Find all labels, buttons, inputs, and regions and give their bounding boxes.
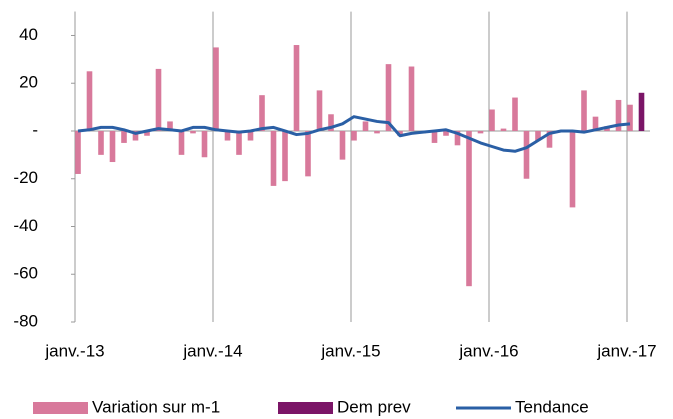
bar — [201, 130, 208, 158]
legend-swatch — [33, 402, 88, 414]
y-tick-label: -80 — [13, 311, 38, 330]
bar — [374, 130, 380, 134]
bar — [535, 130, 541, 141]
bar — [569, 130, 576, 208]
x-tick-label: janv.-17 — [596, 341, 656, 360]
bar — [224, 130, 231, 141]
bar — [270, 130, 277, 186]
bar — [638, 92, 645, 131]
bar — [132, 130, 139, 141]
bar — [109, 130, 116, 163]
y-tick-label: -20 — [13, 168, 38, 187]
legend-label: Tendance — [515, 397, 589, 416]
y-tick-label: -60 — [13, 264, 38, 283]
bar — [466, 130, 472, 287]
legend-swatch — [278, 402, 333, 414]
x-tick-label: janv.-15 — [320, 341, 380, 360]
bar — [362, 121, 369, 131]
legend-label: Variation sur m-1 — [92, 397, 220, 416]
x-tick-label: janv.-13 — [44, 341, 104, 360]
y-tick-label: 40 — [19, 25, 38, 44]
bar — [247, 130, 254, 141]
bar — [431, 130, 438, 143]
bar — [339, 130, 346, 160]
bar — [512, 97, 518, 131]
bar — [190, 130, 196, 134]
bar — [213, 47, 219, 131]
bar — [408, 66, 415, 131]
bar — [385, 64, 392, 131]
bar — [546, 130, 553, 148]
y-tick-label: - — [32, 120, 38, 139]
bar — [121, 130, 127, 143]
x-tick-label: janv.-16 — [458, 341, 518, 360]
bar — [489, 109, 495, 131]
bar — [86, 71, 93, 131]
bar — [167, 121, 173, 131]
bar — [316, 90, 323, 131]
bar — [454, 130, 461, 146]
legend-label: Dem prev — [337, 397, 411, 416]
trend-line — [77, 115, 631, 153]
bar — [259, 95, 265, 131]
bar — [443, 130, 449, 136]
bar — [98, 130, 104, 155]
bar — [397, 130, 403, 136]
bar — [627, 104, 633, 131]
bar — [178, 130, 185, 155]
bar — [282, 130, 288, 182]
bar — [351, 130, 357, 141]
bar — [155, 68, 162, 131]
bar — [500, 128, 507, 131]
bar — [592, 116, 599, 131]
bar — [477, 130, 484, 134]
bar — [236, 130, 242, 155]
bar — [615, 99, 622, 131]
bar — [581, 90, 587, 131]
bar — [293, 45, 300, 131]
bar — [328, 114, 334, 131]
bar — [305, 130, 311, 177]
x-tick-label: janv.-14 — [182, 341, 242, 360]
y-tick-label: 20 — [19, 73, 38, 92]
bar — [523, 130, 530, 179]
bar — [75, 130, 81, 174]
bar — [144, 130, 150, 136]
y-tick-label: -40 — [13, 216, 38, 235]
